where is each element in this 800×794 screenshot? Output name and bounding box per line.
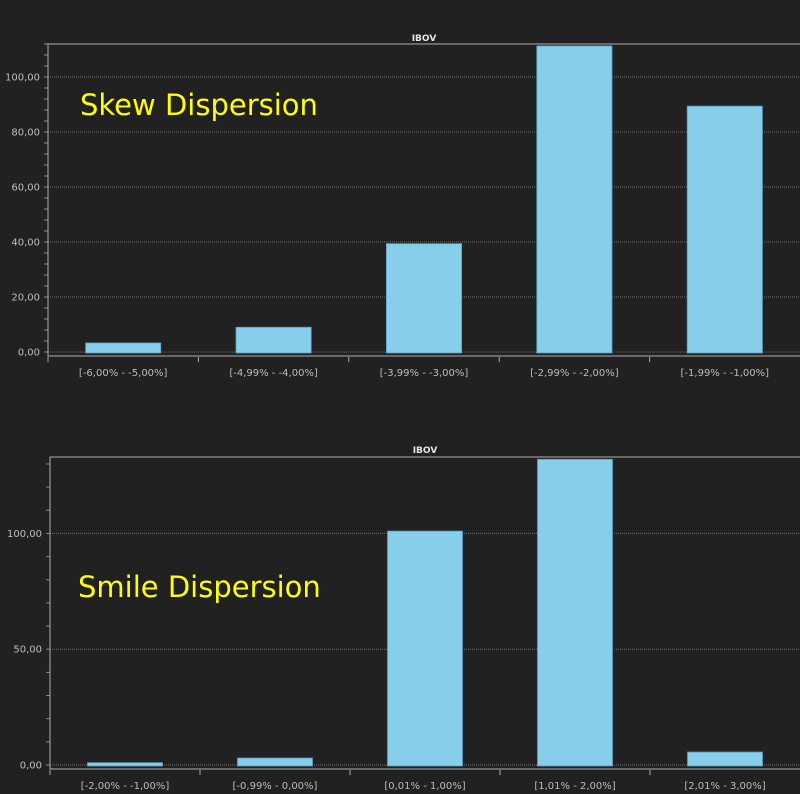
smile-annotation: Smile Dispersion — [78, 570, 321, 604]
y-tick-label: 60,00 — [11, 183, 40, 194]
y-tick-label: 50,00 — [13, 645, 42, 656]
skew-annotation: Skew Dispersion — [80, 88, 318, 122]
x-tick-label: [1,01% - 2,00%] — [534, 781, 615, 792]
bar — [87, 762, 163, 767]
bar — [385, 243, 462, 354]
chart-title: IBOV — [413, 446, 438, 456]
y-tick-label: 0,00 — [18, 348, 40, 359]
x-tick-label: [-2,99% - -2,00%] — [530, 368, 619, 379]
x-tick-label: [-0,99% - 0,00%] — [233, 781, 318, 792]
y-tick-label: 100,00 — [5, 73, 40, 84]
chart-title: IBOV — [412, 34, 437, 44]
x-tick-label: [2,01% - 3,00%] — [684, 781, 765, 792]
bar — [387, 530, 463, 767]
y-tick-label: 20,00 — [11, 293, 40, 304]
x-tick-label: [-2,00% - -1,00%] — [81, 781, 170, 792]
x-tick-label: [-1,99% - -1,00%] — [681, 368, 770, 379]
bar — [687, 751, 763, 767]
y-tick-label: 40,00 — [11, 238, 40, 249]
x-tick-label: [0,01% - 1,00%] — [384, 781, 465, 792]
x-tick-label: [-4,99% - -4,00%] — [229, 368, 318, 379]
bar — [686, 105, 763, 354]
y-tick-label: 0,00 — [20, 761, 42, 772]
bar — [237, 757, 313, 767]
x-tick-label: [-6,00% - -5,00%] — [79, 368, 168, 379]
y-tick-label: 80,00 — [11, 128, 40, 139]
bar — [235, 326, 312, 354]
plot-frame — [49, 456, 800, 770]
plot-frame — [47, 43, 800, 357]
x-tick-label: [-3,99% - -3,00%] — [380, 368, 469, 379]
y-tick-label: 100,00 — [7, 529, 42, 540]
bar — [537, 458, 613, 767]
bar — [536, 45, 613, 354]
bar — [85, 342, 162, 354]
